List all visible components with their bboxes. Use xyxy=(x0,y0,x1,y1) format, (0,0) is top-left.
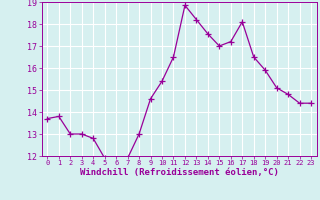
X-axis label: Windchill (Refroidissement éolien,°C): Windchill (Refroidissement éolien,°C) xyxy=(80,168,279,177)
